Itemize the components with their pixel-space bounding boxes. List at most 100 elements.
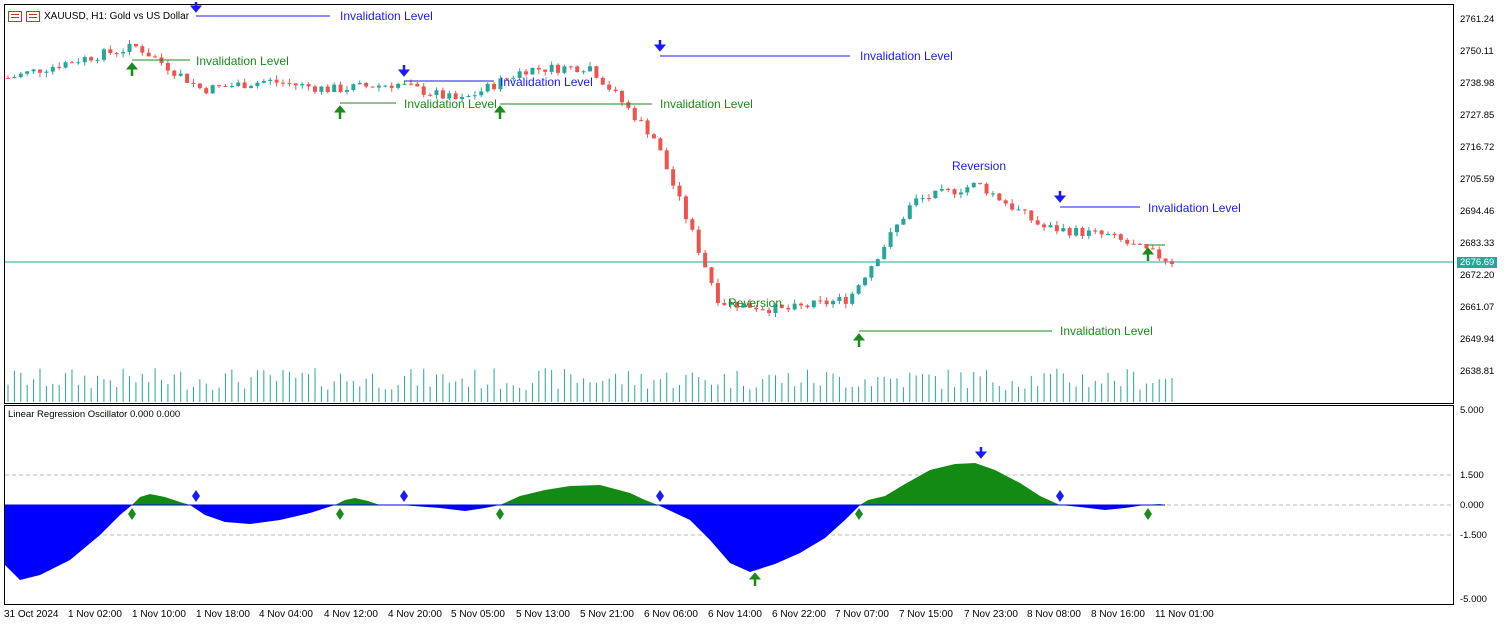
candle-body	[818, 300, 823, 302]
candle-body	[1035, 220, 1040, 225]
candle-body	[735, 301, 740, 308]
candle-body	[1061, 228, 1066, 232]
candle-body	[1138, 243, 1143, 245]
candle-body	[402, 83, 407, 85]
candle-body	[453, 93, 458, 100]
candle-body	[779, 304, 784, 308]
candle-body	[799, 303, 804, 306]
candle-body	[472, 95, 477, 97]
volume-bars	[7, 368, 1173, 402]
time-axis: 31 Oct 2024 1 Nov 02:00 1 Nov 10:00 1 No…	[4, 605, 1454, 628]
candle-body	[312, 86, 317, 92]
candle-body	[664, 150, 669, 170]
time-tick: 8 Nov 16:00	[1091, 609, 1145, 620]
arrow-up-icon	[852, 333, 866, 347]
candle-body	[332, 84, 337, 93]
candle-body	[383, 85, 388, 87]
oscillator-panel[interactable]	[4, 405, 1454, 605]
candle-body	[1112, 233, 1117, 235]
candle-body	[249, 86, 254, 89]
candle-body	[287, 83, 292, 85]
arrow-down-icon	[653, 40, 667, 52]
candle-body	[722, 303, 727, 305]
candle-body	[1106, 233, 1111, 235]
candle-body	[728, 301, 733, 305]
candle-body	[958, 192, 963, 195]
candle-body	[217, 85, 222, 87]
candle-body	[645, 120, 650, 135]
candle-body	[504, 78, 509, 80]
candle-body	[677, 185, 682, 197]
candle-body	[389, 85, 394, 88]
candle-body	[236, 82, 241, 87]
candle-body	[575, 66, 580, 73]
candle-body	[140, 46, 145, 53]
candle-body	[325, 86, 330, 93]
osc-tick: 1.500	[1460, 470, 1484, 481]
reversion-label-blue: Reversion	[952, 159, 1006, 173]
candle-body	[50, 66, 55, 72]
price-tick: 2683.33	[1460, 238, 1495, 249]
candle-body	[1016, 209, 1021, 211]
candle-body	[434, 90, 439, 96]
candle-body	[651, 134, 656, 139]
price-chart-panel[interactable]	[4, 4, 1454, 404]
candle-body	[1099, 230, 1104, 235]
candle-body	[747, 303, 752, 308]
time-tick: 7 Nov 07:00	[835, 609, 889, 620]
diamond-blue-icon	[192, 490, 200, 502]
candle-body	[95, 59, 100, 61]
candle-body	[1080, 227, 1085, 237]
arrow-down-icon	[1053, 191, 1067, 203]
candle-body	[408, 83, 413, 85]
candle-body	[82, 57, 87, 63]
arrow-down-icon	[189, 2, 203, 13]
candle-body	[588, 66, 592, 72]
invalidation-label-blue: Invalidation Level	[500, 75, 593, 89]
candle-body	[946, 188, 951, 190]
candle-body	[223, 85, 228, 87]
candle-body	[754, 307, 759, 310]
candle-body	[632, 107, 637, 121]
candle-body	[901, 218, 906, 225]
time-tick: 1 Nov 10:00	[132, 609, 186, 620]
diamond-green-icon	[336, 508, 344, 520]
arrow-up-icon	[125, 62, 139, 76]
osc-tick: -5.000	[1460, 594, 1487, 605]
candle-body	[888, 232, 893, 247]
candle-body	[619, 90, 624, 103]
candle-body	[920, 198, 925, 200]
candle-body	[306, 84, 311, 87]
candle-body	[146, 52, 151, 57]
candle-body	[338, 84, 343, 92]
candle-body	[1157, 249, 1162, 259]
candle-body	[351, 84, 356, 91]
candle-body	[850, 293, 855, 304]
candle-body	[824, 300, 829, 305]
candle-body	[805, 305, 810, 308]
candle-body	[242, 82, 247, 89]
diamond-blue-icon	[1056, 490, 1064, 502]
chart-window-icon	[8, 10, 22, 22]
price-tick: 2705.59	[1460, 174, 1495, 185]
candle-body	[607, 84, 612, 90]
candle-body	[792, 303, 797, 310]
price-tick: 2727.85	[1460, 110, 1495, 121]
candle-body	[1170, 261, 1174, 265]
price-tick: 2638.81	[1460, 366, 1495, 377]
candle-body	[965, 187, 970, 193]
diamond-blue-icon	[400, 490, 408, 502]
candle-body	[914, 198, 919, 206]
candle-body	[344, 90, 349, 92]
price-tick: 2672.20	[1460, 270, 1495, 281]
candle-body	[479, 91, 484, 96]
candle-body	[511, 77, 516, 79]
candle-body	[581, 71, 586, 73]
time-tick: 5 Nov 21:00	[580, 609, 634, 620]
candle-body	[44, 71, 49, 73]
invalidation-label-green: Invalidation Level	[404, 97, 497, 111]
candle-body	[1048, 225, 1053, 228]
candle-body	[952, 189, 957, 195]
candle-body	[696, 229, 701, 253]
